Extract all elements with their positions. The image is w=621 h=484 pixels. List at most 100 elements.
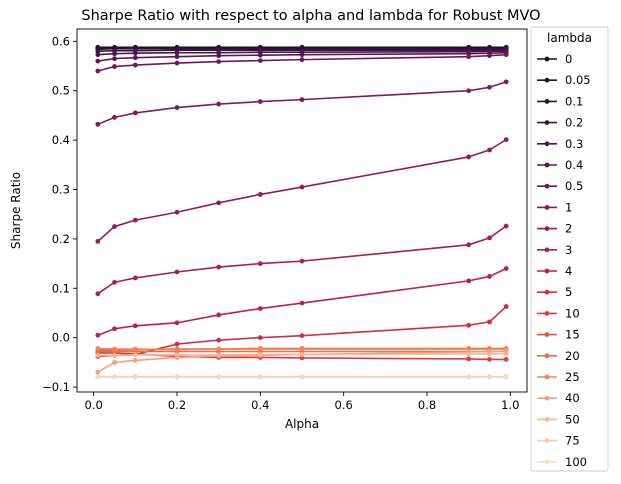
data-point [300,52,305,57]
legend-swatch-marker [545,141,550,146]
legend-label: 0.5 [565,179,583,193]
legend-swatch-marker [545,57,550,62]
series-lambda-100 [95,375,508,380]
data-point [466,278,471,283]
y-tick-label: 0.4 [52,133,70,147]
legend-swatch-marker [545,290,550,295]
data-point [504,375,509,380]
data-point [466,357,471,362]
data-point [133,55,138,60]
y-tick-label: 0.3 [52,183,70,197]
data-point [216,338,221,343]
legend-swatch-marker [545,163,550,168]
legend-label: 0.4 [565,158,583,172]
legend-label: 4 [565,264,572,278]
data-point [466,323,471,328]
data-point [216,102,221,107]
data-point [95,375,100,380]
y-tick-label: −0.1 [42,380,70,394]
data-point [487,274,492,279]
data-point [133,353,138,358]
data-point [504,304,509,309]
data-point [300,347,305,352]
legend-swatch-marker [545,332,550,337]
data-point [133,51,138,56]
data-point [487,357,492,362]
data-point [504,79,509,84]
data-point [300,352,305,357]
series-lambda-2 [95,137,508,244]
data-point [133,111,138,116]
data-point [487,375,492,380]
legend-label: 50 [565,412,580,426]
data-point [258,58,263,63]
data-point [95,291,100,296]
y-tick-label: 0.2 [52,232,70,246]
x-axis-label: Alpha [285,417,319,431]
legend-swatch-marker [545,184,550,189]
legend-swatch-marker [545,78,550,83]
legend-label: 40 [565,391,580,405]
data-point [300,185,305,190]
y-axis: −0.10.00.10.20.30.40.50.6 [42,34,77,394]
data-point [133,347,138,352]
data-point [216,353,221,358]
data-point [487,236,492,241]
data-point [95,59,100,64]
data-point [112,64,117,69]
data-point [504,137,509,142]
data-point [466,352,471,357]
legend-label: 25 [565,370,580,384]
data-point [487,53,492,58]
y-tick-label: 0.0 [52,331,70,345]
data-point [466,54,471,59]
data-point [216,313,221,318]
data-point [466,88,471,93]
data-point [175,210,180,215]
data-point [258,306,263,311]
y-tick-label: 0.1 [52,281,70,295]
data-point [175,270,180,275]
data-point [487,319,492,324]
data-point [112,115,117,120]
data-point [300,57,305,62]
data-point [175,61,180,66]
data-point [466,242,471,247]
x-tick-label: 0.8 [418,398,436,412]
legend-swatch-marker [545,205,550,210]
legend-swatch-marker [545,269,550,274]
data-point [133,358,138,363]
data-point [504,266,509,271]
y-tick-label: 0.6 [52,34,70,48]
legend-label: 0.05 [565,73,591,87]
x-axis: 0.0 0.2 0.4 0.6 0.8 1.0 [85,392,520,412]
legend-swatch-marker [545,99,550,104]
x-tick-label: 1.0 [501,398,519,412]
data-point [300,333,305,338]
legend: lambda 00.050.10.20.30.40.51234510152025… [531,27,608,471]
plot-series [95,45,508,380]
x-tick-label: 0.6 [335,398,353,412]
x-tick-label: 0.4 [251,398,269,412]
legend-label: 0.3 [565,137,583,151]
data-point [258,53,263,58]
data-point [112,51,117,56]
legend-swatch-marker [545,438,550,443]
legend-swatch-marker [545,247,550,252]
data-point [258,347,263,352]
data-point [95,353,100,358]
data-point [216,59,221,64]
data-point [504,352,509,357]
x-tick-label: 0.2 [168,398,186,412]
data-point [175,320,180,325]
data-point [466,155,471,160]
data-point [258,335,263,340]
data-point [133,375,138,380]
legend-swatch-marker [545,353,550,358]
x-tick-label: 0.0 [85,398,103,412]
data-point [504,357,509,362]
data-point [112,360,117,365]
data-point [300,97,305,102]
y-axis-label: Sharpe Ratio [9,172,23,249]
series-line [98,82,506,124]
